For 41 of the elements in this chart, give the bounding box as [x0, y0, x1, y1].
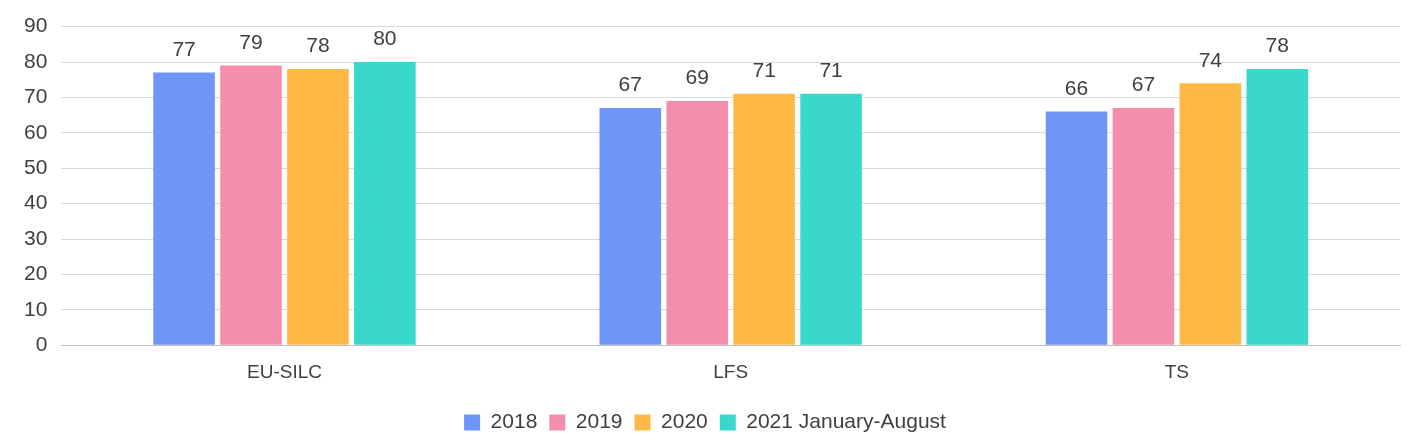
data-label: 71 [819, 58, 843, 82]
y-tick-label: 0 [35, 332, 48, 355]
bar [1112, 108, 1175, 345]
data-label: 77 [172, 36, 196, 60]
bar [733, 93, 795, 345]
bar [1045, 111, 1108, 345]
bar [153, 72, 215, 345]
y-tick-label: 80 [24, 48, 48, 72]
y-tick-label: 70 [24, 84, 48, 108]
legend-label: 2021 January-August [746, 409, 947, 433]
bar [666, 100, 728, 345]
bar [800, 93, 862, 345]
data-label: 78 [1265, 33, 1289, 57]
bar [354, 62, 416, 345]
data-label: 67 [618, 72, 642, 96]
data-label: 71 [752, 58, 776, 82]
data-label: 74 [1198, 47, 1223, 71]
y-tick-label: 40 [24, 190, 48, 214]
legend-label: 2019 [575, 409, 623, 433]
data-label: 78 [306, 33, 330, 57]
data-label: 79 [239, 29, 263, 53]
bar [287, 69, 349, 345]
y-tick-label: 90 [24, 13, 48, 37]
y-tick-label: 60 [24, 119, 48, 143]
y-tick-label: 30 [24, 225, 48, 249]
bar [1246, 69, 1309, 345]
x-tick-label: TS [1164, 360, 1190, 382]
x-tick-label: EU-SILC [246, 360, 322, 382]
data-label: 67 [1131, 72, 1156, 96]
bar [599, 108, 662, 345]
legend-label: 2020 [661, 409, 708, 433]
bar [1179, 83, 1242, 345]
bar [220, 65, 282, 345]
data-label: 69 [685, 65, 709, 89]
data-label: 80 [373, 26, 397, 50]
y-tick-label: 50 [24, 155, 48, 178]
y-tick-label: 10 [24, 296, 48, 320]
x-tick-label: LFS [713, 360, 749, 382]
data-label: 66 [1064, 75, 1089, 99]
y-tick-label: 20 [24, 261, 48, 285]
legend-label: 2018 [490, 409, 538, 433]
